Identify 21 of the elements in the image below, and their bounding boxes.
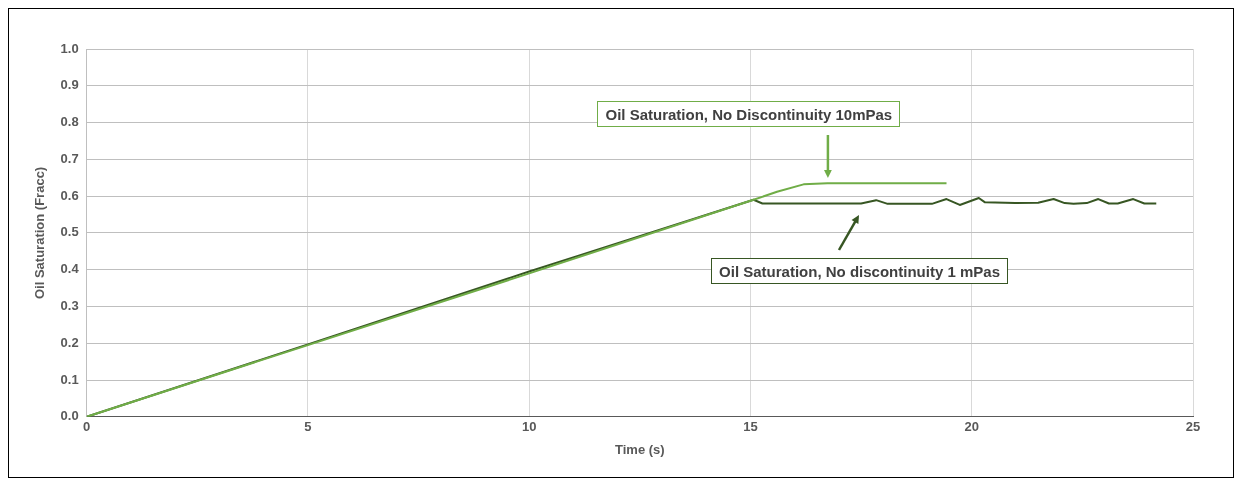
y-tick-label: 0.1 <box>60 371 79 387</box>
y-tick-label: 0.6 <box>60 187 79 203</box>
y-tick-label: 0.4 <box>60 261 80 277</box>
x-tick-label: 15 <box>743 419 758 435</box>
text: Oil Saturation, No Discontinuity 10mPas <box>597 101 901 128</box>
x-tick-label: 10 <box>521 419 537 435</box>
x-tick-label: 25 <box>1185 419 1201 435</box>
y-axis-title: Oil Saturation (Fracc) <box>32 166 48 299</box>
y-tick-label: 1.0 <box>60 40 79 56</box>
y-tick-label: 0.8 <box>60 114 79 130</box>
y-tick-label: 0.5 <box>60 224 79 240</box>
y-tick-label: 0.9 <box>60 77 79 93</box>
y-tick-label: 0.0 <box>60 408 79 424</box>
y-tick-label: 0.2 <box>60 334 79 350</box>
y-tick-label: 0.7 <box>60 150 79 166</box>
y-tick-label: 0.3 <box>60 298 79 314</box>
x-axis-title: Time (s) <box>615 441 665 457</box>
x-tick-label: 0 <box>83 419 91 435</box>
x-tick-label: 20 <box>964 419 979 435</box>
legend-label: Oil Saturation, No discontinuity 1 mPas <box>711 258 1008 285</box>
x-tick-label: 5 <box>304 419 312 435</box>
